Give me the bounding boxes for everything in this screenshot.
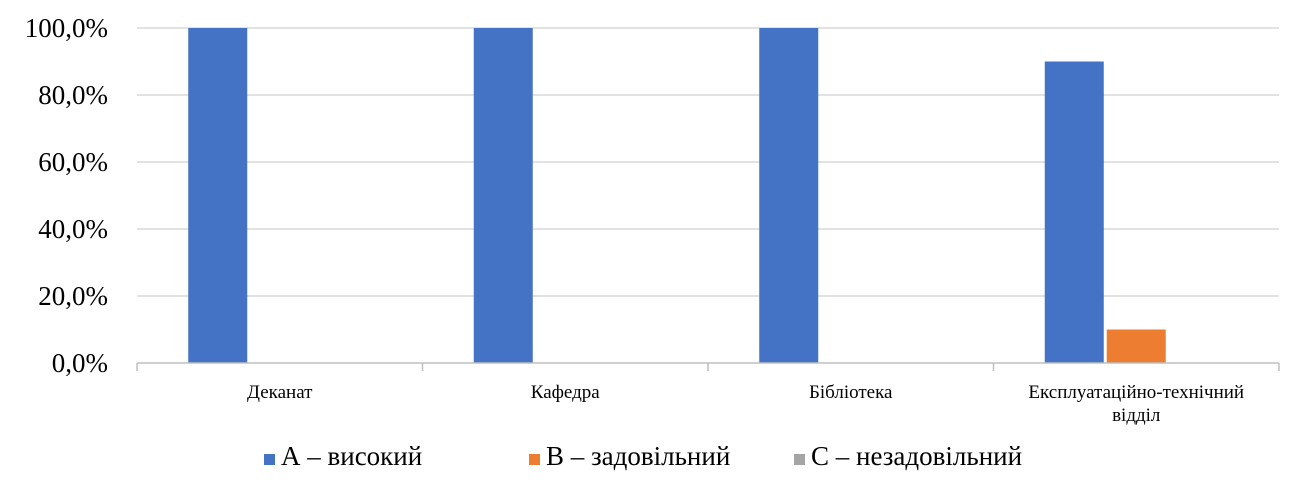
- x-tick-label: Кафедра: [531, 382, 601, 403]
- x-axis-tick-labels: Деканат Кафедра Бібліотека Експлуатаційно-т…: [247, 382, 1244, 426]
- x-tick-label: Експлуатаційно-технічний: [1028, 382, 1244, 403]
- y-tick-label: 80,0%: [38, 80, 108, 110]
- bar: [473, 28, 533, 363]
- x-tick-label: відділ: [1112, 405, 1161, 426]
- legend-label: В – задовільний: [546, 441, 730, 471]
- bar: [188, 28, 248, 363]
- bar: [1106, 329, 1166, 363]
- bar: [1044, 61, 1104, 363]
- legend: А – високий В – задовільний С – незадовіль…: [264, 441, 1022, 471]
- legend-label: А – високий: [281, 441, 422, 471]
- gridlines: [137, 27, 1279, 297]
- y-tick-label: 20,0%: [38, 281, 108, 311]
- y-tick-label: 100,0%: [25, 13, 108, 43]
- legend-swatch: [794, 454, 805, 465]
- bars: [188, 28, 1166, 363]
- y-tick-label: 60,0%: [38, 147, 108, 177]
- y-tick-label: 0,0%: [52, 348, 108, 378]
- legend-swatch: [529, 454, 540, 465]
- y-axis-tick-labels: 0,0% 20,0% 40,0% 60,0% 80,0% 100,0%: [25, 13, 108, 378]
- x-tick-label: Бібліотека: [809, 382, 893, 403]
- legend-label: С – незадовільний: [811, 441, 1022, 471]
- y-tick-label: 40,0%: [38, 214, 108, 244]
- bar: [759, 28, 819, 363]
- legend-swatch: [264, 454, 275, 465]
- x-tick-label: Деканат: [247, 382, 313, 403]
- x-axis: [136, 362, 1280, 371]
